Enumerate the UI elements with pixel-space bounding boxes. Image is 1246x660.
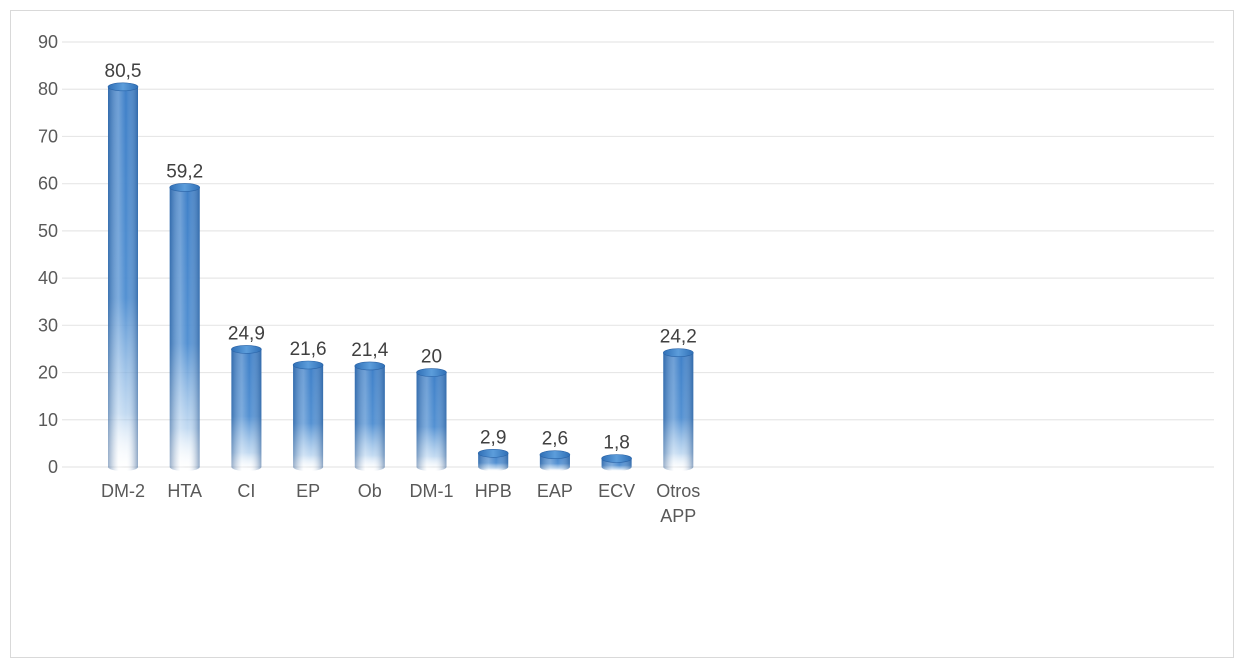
bar-cap (169, 183, 200, 192)
data-label: 59,2 (166, 161, 203, 182)
y-tick-label: 0 (48, 457, 58, 477)
x-tick-label: APP (660, 506, 696, 526)
bar-ep (292, 360, 324, 471)
x-tick-label: Ob (358, 481, 382, 501)
bar-cap (539, 450, 571, 460)
bar-shading (231, 349, 262, 471)
x-tick-label: Otros (656, 481, 700, 501)
chart-frame (10, 10, 1234, 658)
y-tick-label: 20 (38, 363, 58, 383)
data-label: 80,5 (105, 61, 142, 82)
bar-cap (107, 82, 139, 92)
bar-shading (108, 86, 138, 471)
x-axis: DM-2 HTA CI EP Ob DM-1 HPB EAP ECV Otros APP (101, 481, 700, 526)
bar-cap (354, 361, 386, 371)
bars: 80,5 59,2 24,9 21,6 21,4 20 2,9 2,6 1,8 24,2 (105, 61, 697, 471)
y-tick-label: 60 (38, 174, 58, 194)
x-tick-label: EP (296, 481, 320, 501)
bar-hta (169, 183, 200, 471)
bar-shading (539, 454, 570, 471)
bar-cap (231, 345, 262, 354)
x-tick-label: HTA (167, 481, 202, 501)
x-tick-label: DM-2 (101, 481, 145, 501)
x-tick-label: HPB (475, 481, 512, 501)
y-axis: 0 10 20 30 40 50 60 70 80 90 (38, 32, 58, 477)
bar-cap (292, 360, 324, 370)
y-tick-label: 50 (38, 221, 58, 241)
bar-shading (478, 453, 509, 471)
bar-dm-2 (107, 82, 139, 471)
bar-ci (231, 345, 262, 471)
y-tick-label: 40 (38, 268, 58, 288)
bar-shading (354, 365, 385, 471)
bar-shading (169, 187, 200, 471)
bar-ob (354, 361, 386, 471)
x-tick-label: ECV (598, 481, 635, 501)
bar-ecv (601, 454, 632, 471)
data-label: 1,8 (603, 433, 629, 454)
bar-cap (416, 368, 447, 377)
x-tick-label: EAP (537, 481, 573, 501)
bar-cap (601, 454, 632, 463)
data-label: 21,4 (351, 340, 388, 361)
bar-cap (477, 449, 509, 458)
bar-shading (293, 365, 324, 471)
data-label: 20 (421, 347, 442, 368)
data-label: 24,9 (228, 323, 265, 344)
x-tick-label: CI (237, 481, 255, 501)
data-label: 2,9 (480, 427, 506, 448)
y-tick-label: 80 (38, 79, 58, 99)
bar-otros-app (662, 348, 694, 471)
x-tick-label: DM-1 (410, 481, 454, 501)
data-label: 2,6 (542, 429, 568, 450)
bar-dm-1 (416, 368, 447, 471)
bar-eap (539, 450, 571, 471)
y-tick-label: 90 (38, 32, 58, 52)
bar-cap (662, 348, 694, 358)
y-tick-label: 70 (38, 126, 58, 146)
data-label: 24,2 (660, 327, 697, 348)
bar-shading (663, 352, 694, 471)
y-tick-label: 30 (38, 315, 58, 335)
bar-shading (416, 372, 447, 471)
bar-hpb (477, 449, 509, 471)
data-label: 21,6 (290, 339, 327, 360)
y-tick-label: 10 (38, 410, 58, 430)
